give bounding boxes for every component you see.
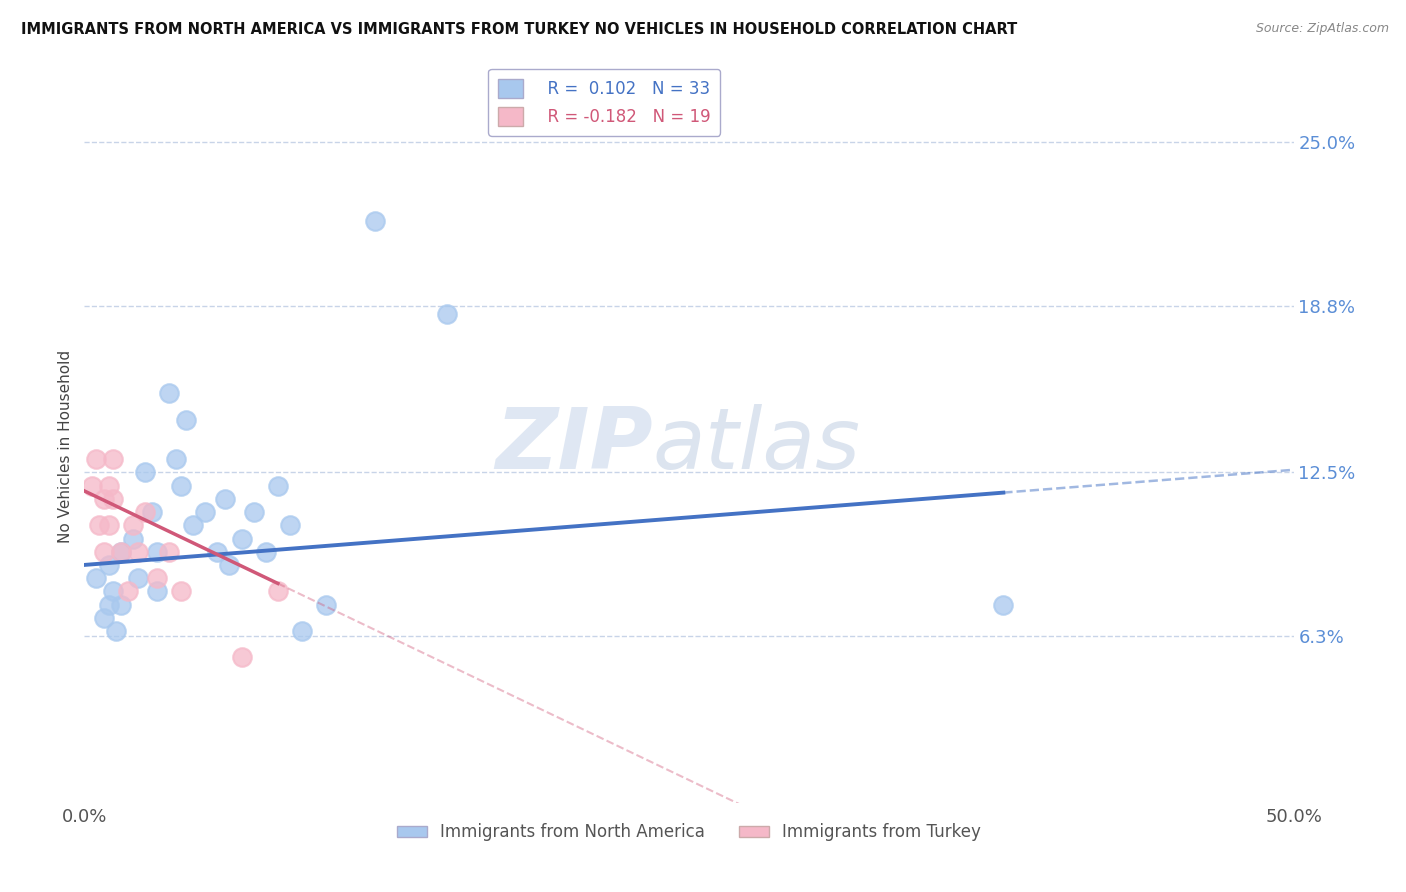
Point	[121, 518, 143, 533]
Point	[242, 505, 264, 519]
Text: Source: ZipAtlas.com: Source: ZipAtlas.com	[1256, 22, 1389, 36]
Point	[80, 478, 103, 492]
Point	[291, 624, 314, 638]
Point	[103, 452, 125, 467]
Point	[254, 545, 277, 559]
Point	[110, 545, 132, 559]
Point	[181, 518, 204, 533]
Point	[165, 452, 187, 467]
Point	[93, 545, 115, 559]
Point	[146, 584, 169, 599]
Point	[117, 584, 139, 599]
Point	[207, 545, 229, 559]
Point	[121, 532, 143, 546]
Point	[103, 491, 125, 506]
Point	[97, 478, 120, 492]
Point	[146, 545, 169, 559]
Point	[134, 466, 156, 480]
Point	[127, 545, 149, 559]
Point	[170, 478, 193, 492]
Point	[97, 558, 120, 572]
Point	[97, 518, 120, 533]
Point	[93, 491, 115, 506]
Point	[110, 598, 132, 612]
Point	[103, 584, 125, 599]
Point	[174, 412, 197, 426]
Point	[93, 611, 115, 625]
Point	[146, 571, 169, 585]
Point	[141, 505, 163, 519]
Point	[231, 532, 253, 546]
Point	[110, 545, 132, 559]
Text: IMMIGRANTS FROM NORTH AMERICA VS IMMIGRANTS FROM TURKEY NO VEHICLES IN HOUSEHOLD: IMMIGRANTS FROM NORTH AMERICA VS IMMIGRA…	[21, 22, 1018, 37]
Text: ZIP: ZIP	[495, 404, 652, 488]
Point	[157, 545, 180, 559]
Text: atlas: atlas	[652, 404, 860, 488]
Point	[218, 558, 240, 572]
Point	[97, 598, 120, 612]
Point	[87, 518, 110, 533]
Point	[363, 214, 385, 228]
Point	[86, 452, 108, 467]
Point	[86, 571, 108, 585]
Point	[267, 478, 290, 492]
Point	[267, 584, 290, 599]
Point	[315, 598, 337, 612]
Point	[436, 307, 458, 321]
Point	[104, 624, 127, 638]
Point	[134, 505, 156, 519]
Point	[278, 518, 301, 533]
Point	[231, 650, 253, 665]
Point	[993, 598, 1015, 612]
Point	[127, 571, 149, 585]
Point	[194, 505, 217, 519]
Y-axis label: No Vehicles in Household: No Vehicles in Household	[58, 350, 73, 542]
Point	[157, 386, 180, 401]
Point	[170, 584, 193, 599]
Point	[214, 491, 236, 506]
Legend: Immigrants from North America, Immigrants from Turkey: Immigrants from North America, Immigrant…	[391, 817, 987, 848]
